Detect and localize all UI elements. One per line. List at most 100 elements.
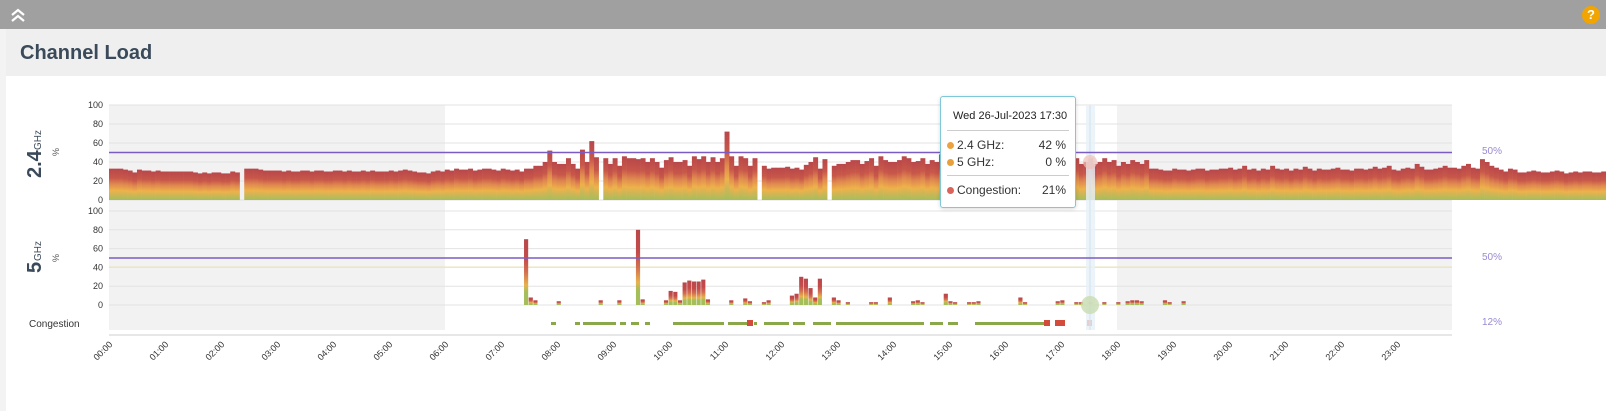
bar-24 (230, 171, 236, 200)
bar-24 (579, 149, 585, 200)
bar-24 (482, 168, 488, 200)
bar-5 (794, 293, 799, 305)
bar-5 (635, 229, 641, 305)
bar-5 (1167, 302, 1172, 305)
bar-24 (365, 171, 371, 200)
bar-24 (160, 171, 166, 200)
bar-24 (332, 170, 338, 200)
bar-24 (1223, 168, 1229, 200)
bar-24 (649, 158, 655, 200)
bar-24 (468, 168, 474, 200)
panel-label-5-unit: GHz (33, 241, 44, 261)
double-chevron-up-icon[interactable] (8, 6, 28, 24)
channel-load-panel: Channel Load (6, 29, 1606, 411)
bar-24 (1340, 169, 1346, 200)
bar-24 (1097, 162, 1103, 200)
bar-24 (1288, 170, 1294, 200)
bar-24 (510, 170, 515, 200)
bar-24 (1251, 168, 1257, 200)
bar-24 (491, 169, 497, 200)
bar-24 (318, 170, 324, 200)
y-tick-label: 60 (93, 244, 103, 254)
y-tick-label: 40 (93, 157, 103, 167)
panel-label-5-ylabel: % (51, 254, 61, 262)
bar-5 (761, 302, 767, 305)
bar-5 (873, 302, 878, 305)
bar-24 (1391, 169, 1397, 200)
bar-24 (1153, 168, 1159, 200)
tooltip-dot-5 (947, 159, 954, 166)
bar-24 (1162, 170, 1168, 200)
bar-24 (449, 170, 455, 200)
bar-5 (799, 276, 804, 305)
bar-24 (430, 171, 436, 200)
bar-24 (486, 168, 492, 200)
bar-24 (524, 168, 529, 200)
congestion-low-marker (793, 322, 805, 325)
bar-24 (1512, 169, 1518, 200)
bar-5 (1134, 300, 1140, 305)
bar-24 (202, 172, 208, 200)
bar-24 (1228, 167, 1234, 200)
bar-5 (813, 297, 818, 305)
bar-5 (556, 301, 561, 305)
bar-24 (393, 171, 399, 200)
bar-24 (584, 162, 590, 200)
bar-24 (304, 170, 310, 200)
bar-24 (286, 170, 292, 200)
bar-5 (1055, 301, 1060, 305)
bar-24 (360, 170, 366, 200)
bar-5 (687, 280, 692, 305)
bar-24 (262, 170, 268, 200)
bar-24 (1218, 168, 1224, 200)
bar-24 (211, 172, 217, 200)
bar-24 (1438, 167, 1443, 200)
bar-24 (906, 158, 912, 200)
x-tick-label: 10:00 (651, 339, 674, 362)
bar-24 (1549, 171, 1555, 200)
bar-24 (1456, 168, 1462, 200)
bar-24 (276, 170, 282, 200)
bar-24 (603, 158, 609, 200)
bar-24 (934, 162, 940, 200)
bar-24 (1134, 162, 1140, 200)
bar-24 (1479, 159, 1485, 200)
x-tick-label: 05:00 (371, 339, 394, 362)
x-tick-label: 19:00 (1155, 339, 1178, 362)
bar-24 (514, 169, 520, 200)
x-tick-label: 04:00 (315, 339, 338, 362)
bar-24 (752, 158, 758, 200)
bar-24 (1130, 160, 1136, 200)
tooltip-value-24: 42 % (1038, 138, 1066, 152)
x-tick-label: 21:00 (1267, 339, 1290, 362)
bar-5 (817, 278, 822, 305)
congestion-low-marker (673, 322, 724, 325)
bar-24 (188, 171, 194, 200)
bar-24 (1382, 167, 1388, 200)
bar-5 (836, 300, 841, 305)
bar-24 (533, 165, 539, 200)
bar-24 (1601, 171, 1606, 200)
bar-24 (248, 168, 254, 200)
congestion-low-marker (754, 322, 757, 325)
bar-24 (640, 158, 646, 200)
bar-24 (458, 169, 464, 200)
bar-24 (1587, 171, 1593, 200)
bar-5 (976, 301, 981, 305)
congestion-low-marker (631, 322, 639, 325)
bar-24 (388, 170, 394, 200)
bar-24 (164, 171, 170, 200)
x-tick-label: 15:00 (931, 339, 954, 362)
x-tick-label: 20:00 (1211, 339, 1234, 362)
bar-5 (743, 298, 748, 305)
bar-24 (1120, 162, 1126, 200)
bar-24 (412, 171, 418, 200)
help-icon[interactable]: ? (1582, 6, 1600, 24)
x-tick-label: 11:00 (708, 339, 731, 362)
bar-24 (794, 167, 800, 200)
bar-24 (724, 131, 730, 200)
bar-24 (1167, 170, 1173, 200)
bar-24 (1106, 162, 1112, 200)
congestion-high-marker (1044, 320, 1050, 326)
bar-24 (1582, 171, 1588, 200)
